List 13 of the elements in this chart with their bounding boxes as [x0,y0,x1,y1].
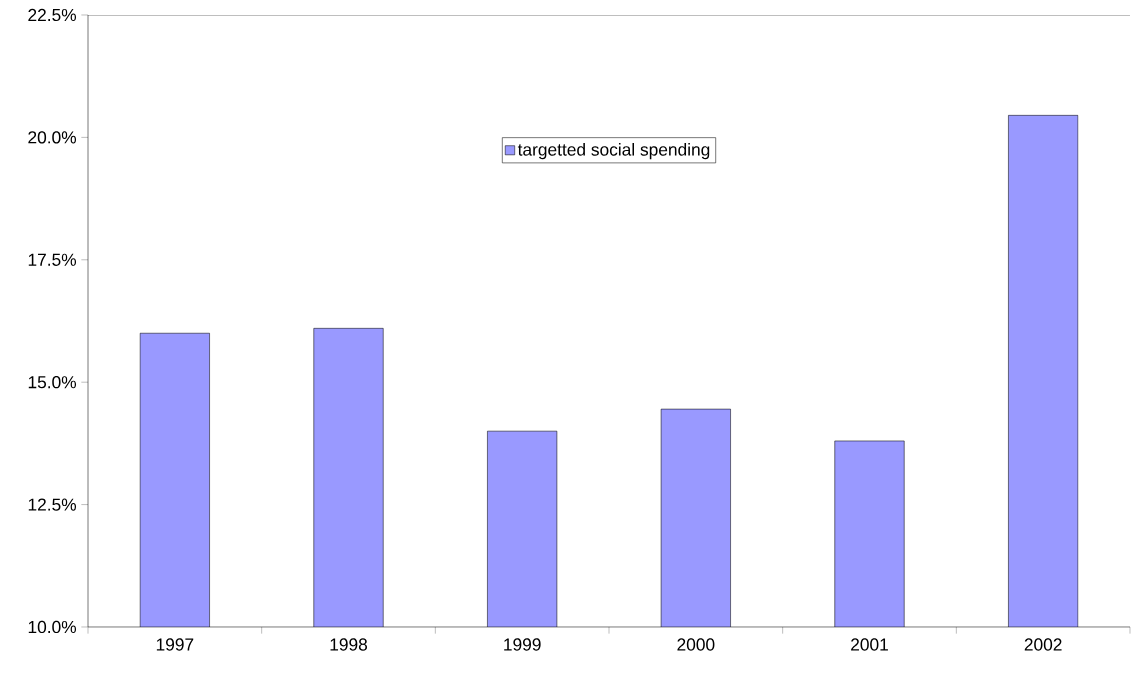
x-tick-label: 2001 [851,638,888,651]
y-tick-label: 10.0% [28,620,77,634]
y-tick-label: 12.5% [28,498,77,511]
y-tick-label: 22.5% [28,8,77,22]
x-tick-label: 2002 [1024,638,1062,651]
x-tick-label: 1999 [504,638,541,651]
x-tick-label: 1997 [156,638,194,651]
y-tick-label: 20.0% [28,131,77,144]
y-tick-label: 15.0% [28,376,77,389]
x-tick-label: 1998 [330,638,368,651]
x-tick-label: 2000 [677,638,715,651]
legend-label: targetted social spending [517,142,710,160]
y-tick-label: 17.5% [28,253,77,266]
